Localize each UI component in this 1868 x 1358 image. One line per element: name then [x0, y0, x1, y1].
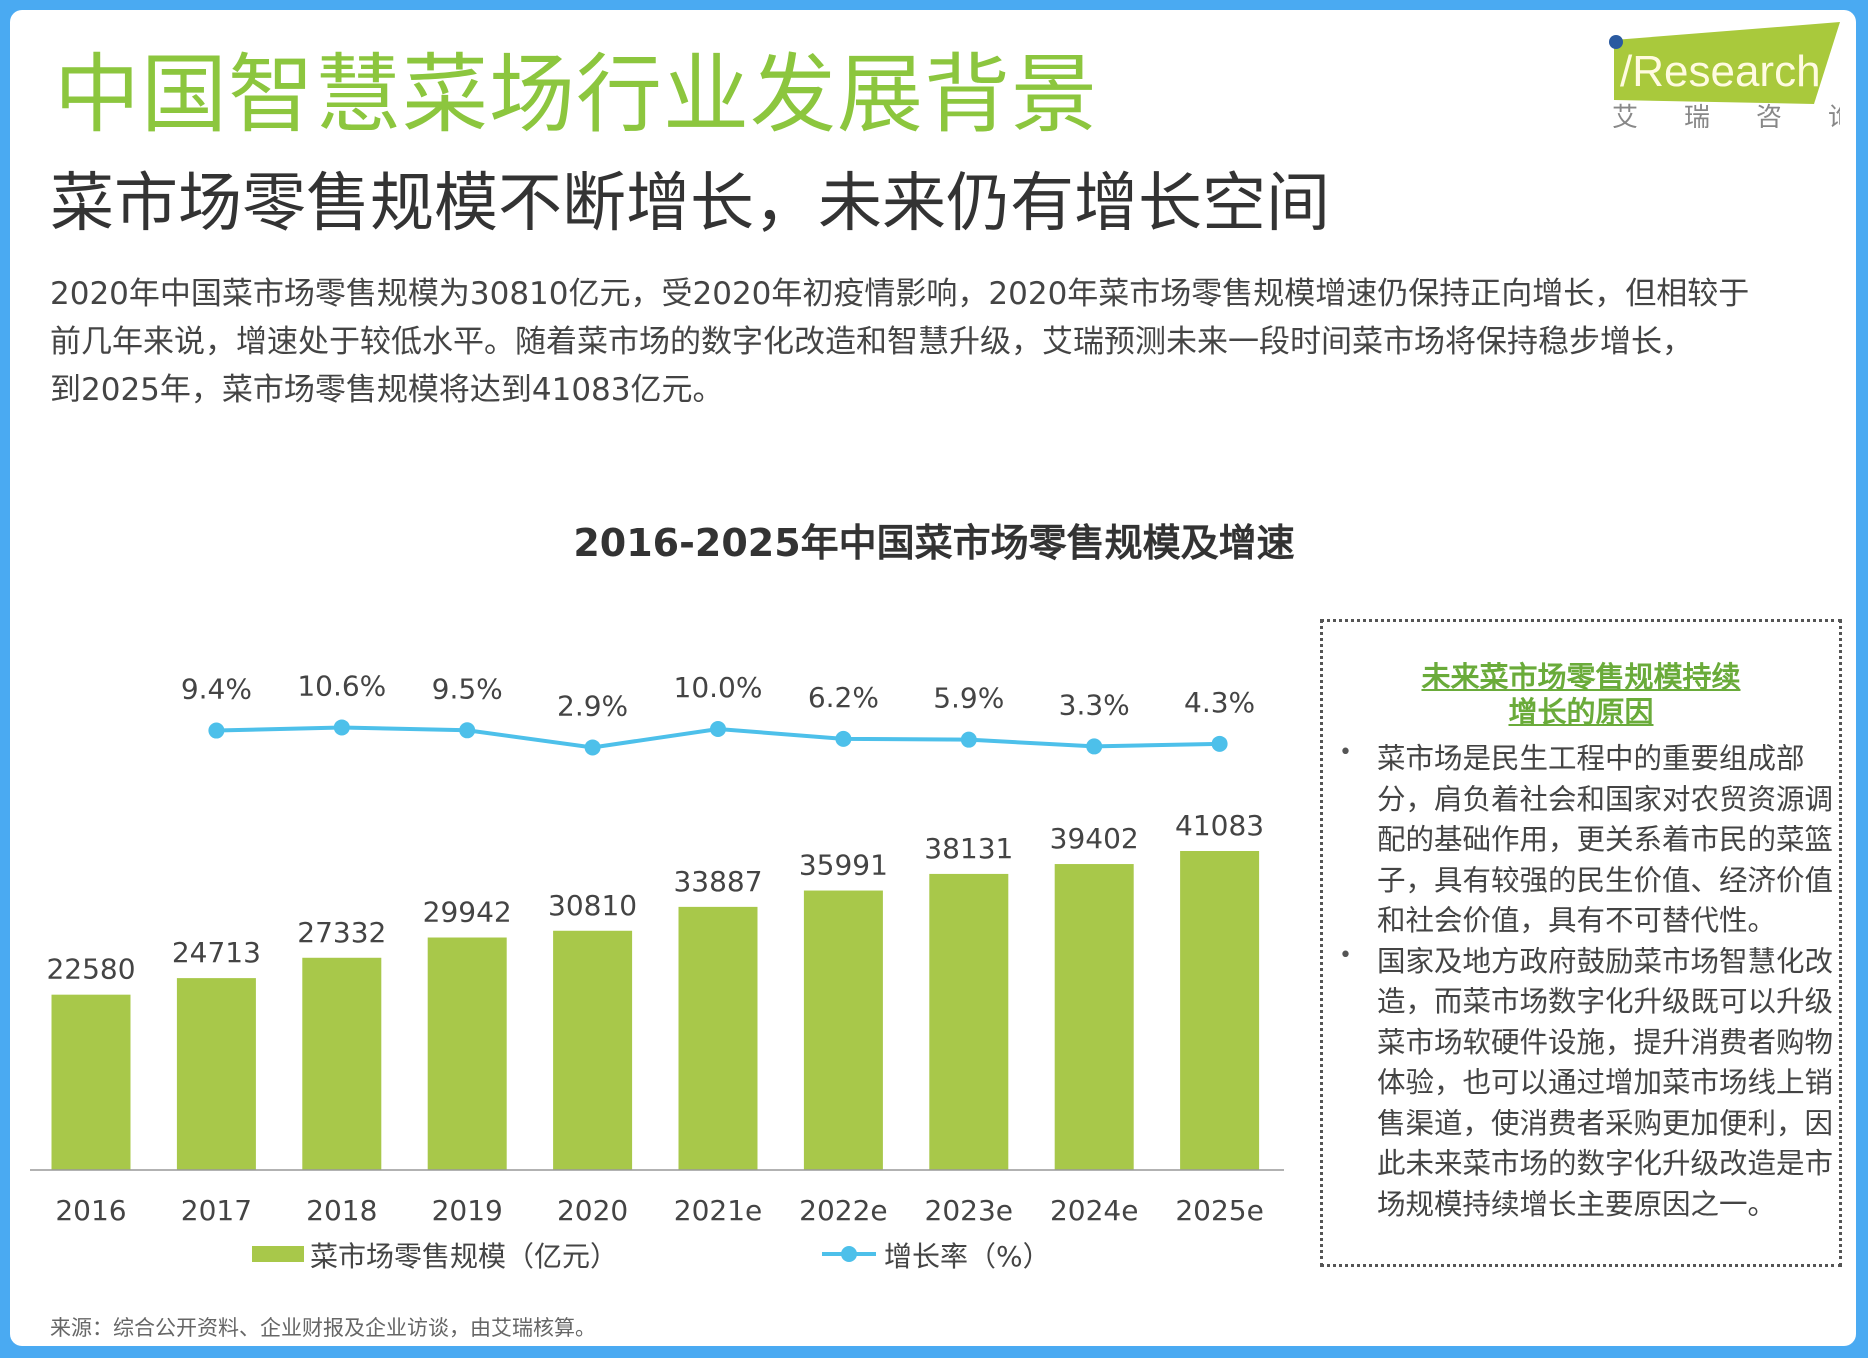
bar-value-label: 41083 — [1175, 809, 1264, 842]
growth-value-label: 4.3% — [1184, 686, 1255, 719]
growth-value-label: 10.0% — [674, 671, 763, 704]
page-title: 中国智慧菜场行业发展背景 — [54, 45, 1098, 145]
bar-2018 — [302, 957, 382, 1170]
bar-value-label: 30810 — [548, 889, 637, 922]
bar-value-label: 27332 — [297, 916, 386, 949]
source-note: 来源：综合公开资料、企业财报及企业访谈，由艾瑞核算。 — [50, 1316, 596, 1340]
growth-value-label: 6.2% — [808, 681, 879, 714]
bullet-text-line: 子，具有较强的民生价值、经济价值 — [1377, 863, 1834, 897]
reasons-box: 未来菜市场零售规模持续 增长的原因 • 菜市场是民生工程中的重要组成部 分，肩负着社… — [1320, 619, 1842, 1267]
growth-point — [208, 722, 225, 739]
x-tick-label: 2024e — [1050, 1194, 1138, 1227]
x-tick-label: 2023e — [925, 1194, 1013, 1227]
growth-point — [835, 730, 852, 747]
bar-2020 — [553, 930, 633, 1170]
x-tick-label: 2022e — [799, 1194, 887, 1227]
intro-line-3: 到2025年，菜市场零售规模将达到41083亿元。 — [50, 372, 724, 408]
bar-2023e — [929, 873, 1009, 1170]
growth-value-label: 2.9% — [557, 689, 628, 722]
bar-value-label: 29942 — [423, 896, 512, 929]
growth-value-label: 10.6% — [297, 669, 386, 702]
growth-value-label: 5.9% — [933, 682, 1004, 715]
page-subtitle: 菜市场零售规模不断增长，未来仍有增长空间 — [50, 167, 1330, 241]
bullet-text-line: 造，而菜市场数字化升级既可以升级 — [1377, 985, 1834, 1018]
growth-point — [1211, 735, 1228, 752]
legend-line-label: 增长率（%） — [884, 1240, 1051, 1273]
growth-point — [1086, 738, 1103, 755]
reasons-heading-line-2: 增长的原因 — [1508, 695, 1654, 729]
bar-2017 — [176, 978, 256, 1170]
bullet-text-line: 售渠道，使消费者采购更加便利，因 — [1377, 1106, 1834, 1140]
bullet-marker: • — [1339, 942, 1352, 968]
growth-value-label: 9.4% — [181, 673, 252, 706]
bar-2022e — [803, 890, 883, 1170]
legend-bar-swatch — [252, 1246, 304, 1262]
bullet-marker: • — [1339, 740, 1352, 765]
growth-value-label: 3.3% — [1059, 688, 1130, 721]
bar-2024e — [1054, 864, 1134, 1170]
x-tick-label: 2021e — [674, 1194, 762, 1227]
x-tick-label: 2016 — [55, 1194, 126, 1227]
bar-value-label: 39402 — [1050, 822, 1139, 855]
chart-plot: 22580 2016 24713 2017 27332 2018 29942 2019 3081… — [30, 669, 1284, 1273]
x-tick-label: 2019 — [432, 1194, 503, 1227]
bullet-text-line: 和社会价值，具有不可替代性。 — [1377, 904, 1777, 937]
bullet-text-line: 体验，也可以通过增加菜市场线上销 — [1377, 1066, 1834, 1099]
legend-bar-label: 菜市场零售规模（亿元） — [310, 1240, 618, 1273]
bar-2019 — [427, 937, 507, 1170]
bar-value-label: 38131 — [924, 832, 1013, 865]
bullet-text-line: 菜市场软硬件设施，提升消费者购物 — [1377, 1025, 1834, 1059]
bar-value-label: 22580 — [46, 953, 135, 986]
slide: 中国智慧菜场行业发展背景 菜市场零售规模不断增长，未来仍有增长空间 2020年中… — [10, 10, 1856, 1346]
svg-text:艾瑞咨询: 艾瑞咨询 — [1612, 103, 1840, 128]
bar-2016 — [51, 994, 131, 1170]
bar-value-label: 33887 — [673, 865, 762, 898]
intro-line-2: 前几年来说，增速处于较低水平。随着菜市场的数字化改造和智慧升级，艾瑞预测未来一段… — [50, 324, 1693, 360]
svg-text:/Research: /Research — [1620, 47, 1821, 96]
iresearch-logo: /Research 艾瑞咨询 — [1604, 18, 1854, 133]
x-tick-label: 2018 — [306, 1194, 377, 1227]
bullet-text-line: 分，肩负着社会和国家对农贸资源调 — [1377, 782, 1834, 816]
bullet-text-line: 配的基础作用，更关系着市民的菜篮 — [1377, 823, 1834, 856]
bar-2021e — [678, 906, 758, 1170]
x-tick-label: 2025e — [1175, 1194, 1263, 1227]
growth-point — [459, 722, 476, 739]
bar-value-label: 35991 — [799, 849, 888, 882]
bar-value-label: 24713 — [172, 936, 261, 969]
bullet-text-line: 此未来菜市场的数字化升级改造是市 — [1377, 1147, 1834, 1180]
bar-2025e — [1180, 851, 1260, 1170]
growth-point — [584, 739, 601, 756]
x-tick-label: 2020 — [557, 1194, 628, 1227]
bullet-text-line: 菜市场是民生工程中的重要组成部 — [1377, 742, 1805, 775]
growth-point — [710, 721, 726, 737]
growth-point — [333, 719, 350, 736]
reasons-heading-line-1: 未来菜市场零售规模持续 — [1421, 660, 1741, 694]
chart-title: 2016-2025年中国菜市场零售规模及增速 — [573, 521, 1295, 565]
bullet-text-line: 国家及地方政府鼓励菜市场智慧化改 — [1377, 944, 1834, 978]
x-tick-label: 2017 — [181, 1194, 252, 1227]
legend-line-marker — [841, 1246, 857, 1262]
intro-line-1: 2020年中国菜市场零售规模为30810亿元，受2020年初疫情影响，2020年… — [50, 276, 1750, 312]
growth-point — [960, 731, 977, 748]
bullet-text-line: 场规模持续增长主要原因之一。 — [1377, 1187, 1777, 1221]
growth-value-label: 9.5% — [432, 672, 503, 705]
